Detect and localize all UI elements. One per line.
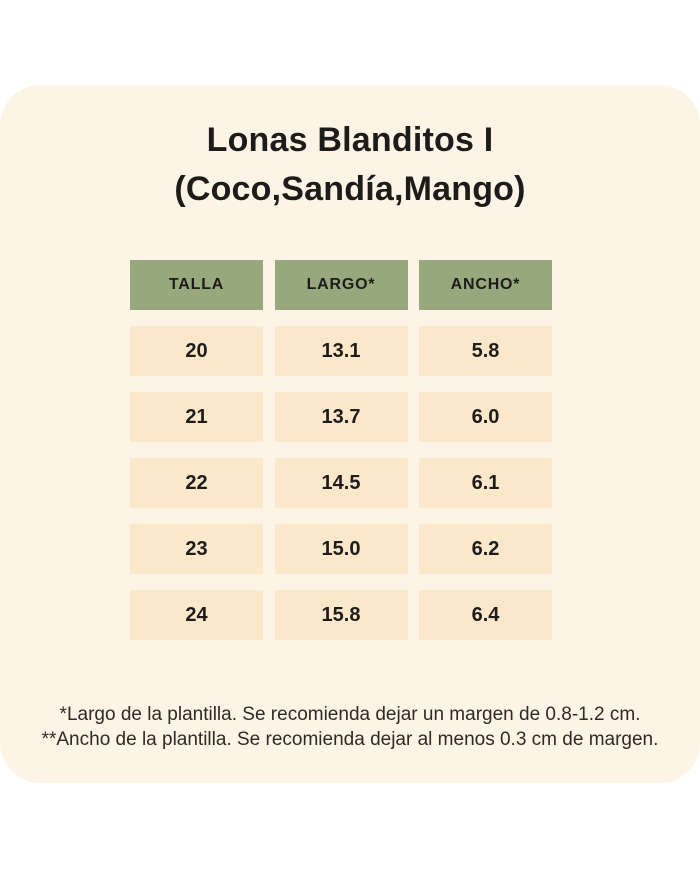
column-header-talla: TALLA [130, 260, 263, 310]
footnote-ancho: **Ancho de la plantilla. Se recomienda d… [41, 729, 659, 750]
table-cell-ancho: 6.4 [419, 590, 552, 640]
table-cell-ancho: 5.8 [419, 326, 552, 376]
table-cell-largo: 15.0 [274, 524, 408, 574]
table-cell-talla: 21 [130, 392, 263, 442]
footnote-largo: *Largo de la plantilla. Se recomienda de… [59, 704, 641, 725]
table-cell-largo: 14.5 [274, 458, 408, 508]
table-cell-ancho: 6.2 [419, 524, 552, 574]
table-cell-ancho: 6.0 [419, 392, 552, 442]
table-cell-talla: 22 [130, 458, 263, 508]
page-title: Lonas Blanditos I (Coco,Sandía,Mango) [0, 116, 700, 214]
table-cell-largo: 13.7 [274, 392, 408, 442]
column-header-largo: LARGO* [274, 260, 408, 310]
size-table: TALLA LARGO* ANCHO* 20 13.1 5.8 21 13.7 … [130, 260, 552, 640]
table-cell-largo: 15.8 [274, 590, 408, 640]
title-line-1: Lonas Blanditos I [206, 121, 494, 159]
table-cell-ancho: 6.1 [419, 458, 552, 508]
table-cell-talla: 20 [130, 326, 263, 376]
footnotes: *Largo de la plantilla. Se recomienda de… [0, 702, 700, 752]
column-header-ancho: ANCHO* [419, 260, 552, 310]
table-cell-talla: 23 [130, 524, 263, 574]
table-cell-talla: 24 [130, 590, 263, 640]
title-line-2: (Coco,Sandía,Mango) [174, 170, 526, 208]
table-cell-largo: 13.1 [274, 326, 408, 376]
